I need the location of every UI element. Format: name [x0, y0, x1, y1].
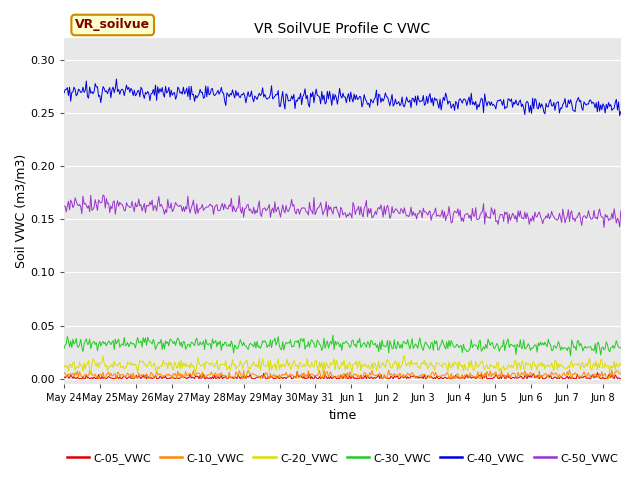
X-axis label: time: time: [328, 408, 356, 421]
Title: VR SoilVUE Profile C VWC: VR SoilVUE Profile C VWC: [254, 22, 431, 36]
Text: VR_soilvue: VR_soilvue: [75, 19, 150, 32]
Legend: C-05_VWC, C-10_VWC, C-20_VWC, C-30_VWC, C-40_VWC, C-50_VWC: C-05_VWC, C-10_VWC, C-20_VWC, C-30_VWC, …: [62, 448, 623, 468]
Y-axis label: Soil VWC (m3/m3): Soil VWC (m3/m3): [15, 154, 28, 268]
